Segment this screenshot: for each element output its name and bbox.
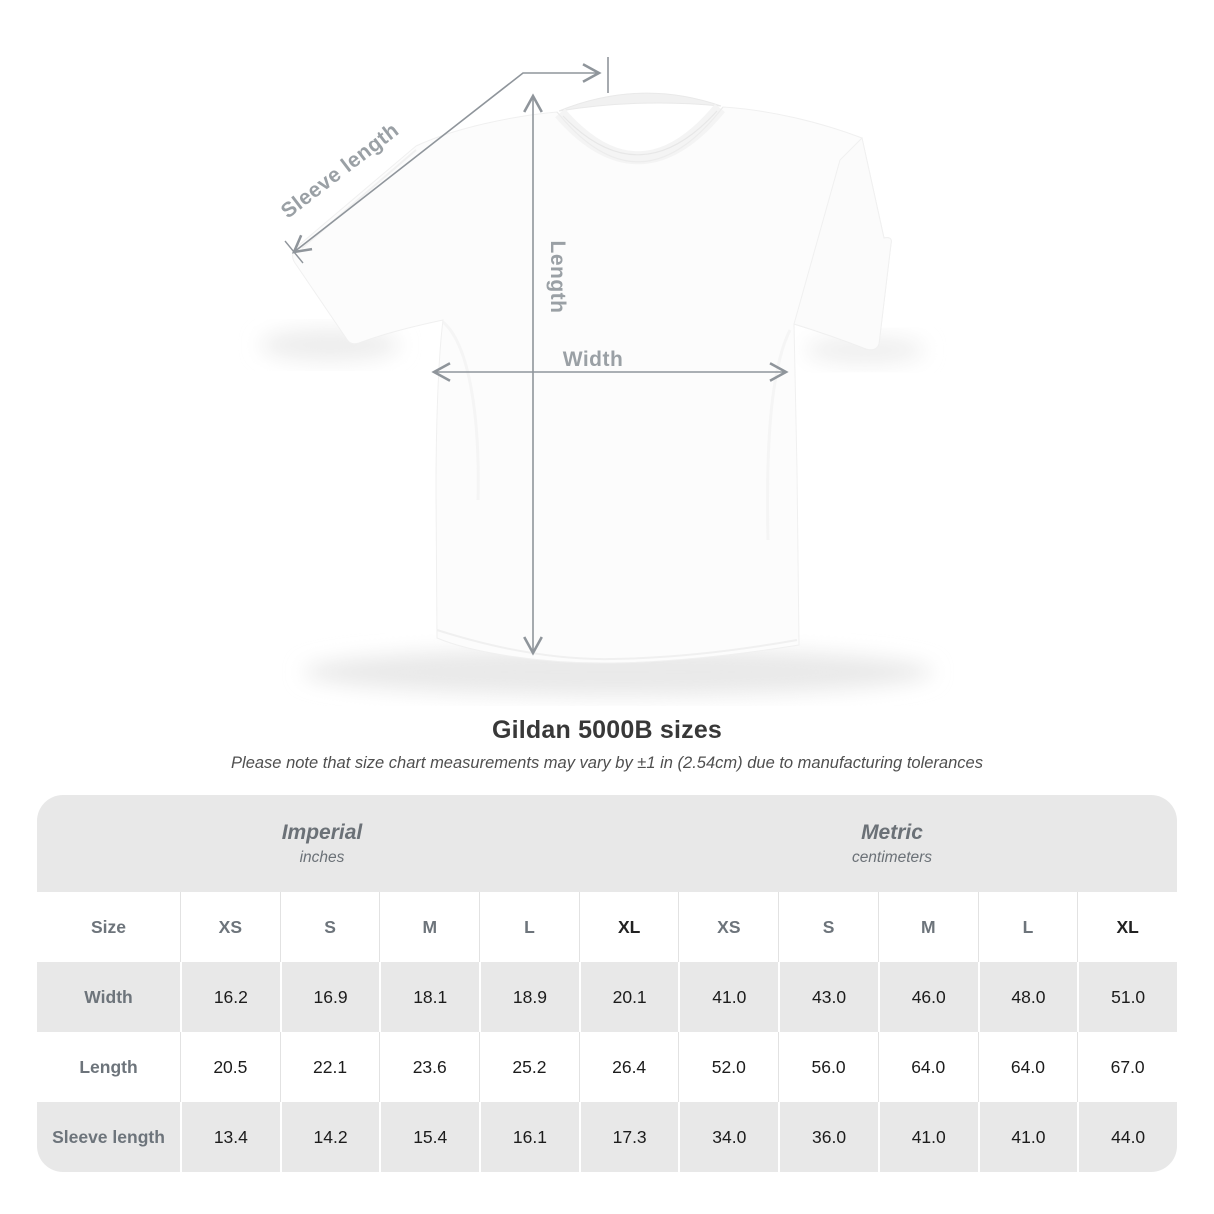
size-corner-cell: Size (37, 892, 180, 962)
tolerance-note: Please note that size chart measurements… (231, 754, 983, 772)
page-title: Gildan 5000B sizes (491, 716, 723, 744)
size-grid: Size XS S M L XL XS S M L XL Width 16.2 16.9 18.1 18.9 2… (37, 892, 1177, 1172)
value-cell: 16.9 (279, 962, 380, 1032)
value-cell: 17.3 (578, 1102, 679, 1172)
metric-unit-label: centimeters (851, 848, 933, 866)
shirt-body (292, 106, 892, 664)
value-cell: 16.2 (180, 962, 280, 1032)
value-cell: 13.4 (180, 1102, 280, 1172)
value-cell: 36.0 (778, 1102, 878, 1172)
value-cell: 51.0 (1077, 962, 1177, 1032)
row-label-cell: Sleeve length (37, 1102, 180, 1172)
value-cell: 41.0 (877, 1102, 978, 1172)
value-cell: 23.6 (379, 1032, 480, 1102)
tshirt-image: Sleeve length Length Width (260, 57, 933, 696)
value-cell: 22.1 (279, 1032, 380, 1102)
value-cell: 20.1 (578, 962, 679, 1032)
value-cell: 41.0 (678, 962, 779, 1032)
value-cell: 64.0 (877, 1032, 978, 1102)
tshirt-diagram: Sleeve length Length Width (260, 57, 933, 696)
size-header-cell-m: M (379, 892, 480, 962)
row-label-cell: Length (37, 1032, 180, 1102)
value-cell: 26.4 (578, 1032, 679, 1102)
size-header-cell-xs: XS (678, 892, 779, 962)
value-cell: 41.0 (977, 1102, 1078, 1172)
value-cell: 67.0 (1077, 1032, 1177, 1102)
size-header-cell-xl: XL (578, 892, 679, 962)
size-header-cell-s: S (778, 892, 878, 962)
width-label: Width (563, 348, 624, 371)
value-cell: 64.0 (977, 1032, 1078, 1102)
metric-label: Metric (861, 820, 923, 844)
value-cell: 34.0 (678, 1102, 779, 1172)
size-header-cell-xs: XS (180, 892, 280, 962)
shirt-shadow (303, 648, 933, 696)
imperial-group-header: Imperial inches (37, 795, 607, 892)
value-cell: 20.5 (180, 1032, 280, 1102)
value-cell: 44.0 (1077, 1102, 1177, 1172)
imperial-unit-label: inches (299, 848, 345, 866)
size-table: Imperial inches Metric centimeters Size X… (37, 795, 1177, 1172)
size-header-cell-s: S (279, 892, 380, 962)
unit-group-header: Imperial inches Metric centimeters (37, 795, 1177, 892)
shirt-collar (558, 92, 722, 112)
size-header-cell-l: L (479, 892, 579, 962)
size-header-cell-l: L (977, 892, 1078, 962)
value-cell: 46.0 (877, 962, 978, 1032)
length-label: Length (546, 241, 569, 314)
value-cell: 56.0 (778, 1032, 878, 1102)
value-cell: 25.2 (479, 1032, 579, 1102)
value-cell: 52.0 (678, 1032, 779, 1102)
metric-group-header: Metric centimeters (607, 795, 1177, 892)
imperial-label: Imperial (281, 820, 363, 844)
value-cell: 15.4 (379, 1102, 480, 1172)
value-cell: 43.0 (778, 962, 878, 1032)
value-cell: 18.9 (479, 962, 579, 1032)
size-header-cell-xl: XL (1077, 892, 1177, 962)
value-cell: 48.0 (977, 962, 1078, 1032)
value-cell: 16.1 (479, 1102, 579, 1172)
value-cell: 14.2 (279, 1102, 380, 1172)
size-header-cell-m: M (877, 892, 978, 962)
value-cell: 18.1 (379, 962, 480, 1032)
sleeve-length-arrow (291, 63, 602, 254)
row-label-cell: Width (37, 962, 180, 1032)
